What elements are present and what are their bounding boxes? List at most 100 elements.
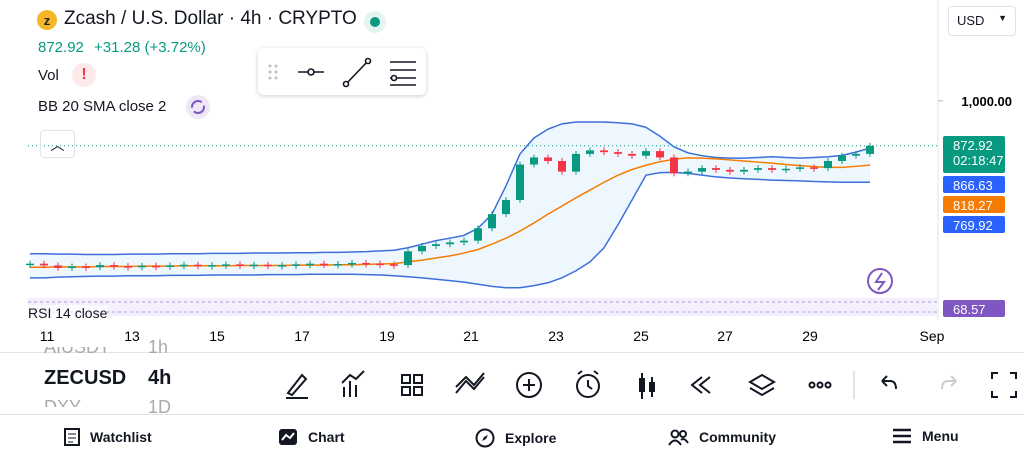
candle-body	[390, 264, 398, 266]
rsi-label: RSI 14 close	[28, 305, 108, 321]
symbol-list[interactable]: AIUSDT 1h ZECUSD 4h DXY 1D	[44, 337, 172, 417]
lower-band-tag: 769.92	[943, 215, 1005, 233]
candle-body	[96, 265, 104, 268]
indicators-icon[interactable]	[341, 370, 365, 397]
x-tick-label: 13	[124, 328, 140, 344]
candle-body	[796, 167, 804, 169]
draw-icon[interactable]	[286, 373, 308, 399]
currency: USD	[957, 13, 985, 28]
countdown: 02:18:47	[953, 152, 1004, 168]
nav-bar	[0, 414, 1024, 461]
rsi-pane	[28, 298, 938, 316]
x-tick-label: 23	[548, 328, 564, 344]
candle-body	[306, 263, 314, 266]
candle-body	[866, 145, 874, 154]
more-icon[interactable]	[808, 381, 816, 389]
rsi-tag: 68.57	[943, 300, 1005, 317]
bb-sync[interactable]	[186, 95, 210, 119]
candle-body	[544, 157, 552, 161]
candle-body	[698, 168, 706, 172]
x-tick-label: 25	[633, 328, 649, 344]
candle-body	[320, 263, 328, 266]
vol-warning[interactable]: !	[72, 63, 96, 87]
market-status[interactable]	[364, 11, 386, 33]
x-tick-label: 11	[40, 328, 55, 344]
layout-icon[interactable]	[401, 374, 411, 384]
candle-body	[68, 266, 76, 269]
last-price: 872.92	[38, 39, 84, 56]
x-tick-label: 29	[802, 328, 818, 344]
candle-body	[656, 151, 664, 158]
candle-body	[558, 161, 566, 172]
replay-icon[interactable]	[867, 268, 893, 294]
candle-body	[250, 264, 258, 267]
drawing-toolbar	[258, 48, 426, 95]
candle-body	[40, 263, 48, 266]
undo-icon[interactable]	[881, 375, 897, 390]
candle-body	[838, 155, 846, 161]
nav-label: Menu	[922, 428, 959, 444]
band-fill	[30, 122, 870, 288]
candle-body	[684, 171, 692, 174]
candle-body	[572, 153, 580, 172]
replay-icon[interactable]	[690, 376, 711, 394]
candle-body	[292, 264, 300, 266]
candle-body	[754, 168, 762, 170]
candle-body	[614, 152, 622, 154]
symbol: DXY	[44, 397, 82, 407]
chart: 1,000.00 11 13 15 17 19 21 23 25 27 29 Sep	[26, 0, 1012, 344]
tool-icons	[286, 370, 1017, 399]
candle-body	[278, 265, 286, 267]
candle-body	[110, 265, 118, 267]
symbol: ZECUSD	[44, 367, 127, 389]
templates-icon[interactable]	[455, 372, 485, 394]
y-tick-label: 1,000.00	[961, 94, 1012, 109]
candle-body	[460, 240, 468, 243]
candle-body	[712, 168, 720, 170]
redo-icon[interactable]	[941, 375, 957, 390]
candle-body	[824, 161, 832, 169]
candle-body	[810, 167, 818, 169]
nav-label: Watchlist	[90, 429, 152, 445]
price-tag: 872.92 02:18:47	[943, 135, 1005, 173]
candle-body	[82, 266, 90, 269]
candle-body	[488, 214, 496, 229]
candle-body	[376, 263, 384, 266]
candle-body	[446, 242, 454, 245]
alert-icon[interactable]	[576, 374, 600, 398]
candle-body	[138, 265, 146, 268]
nav-explore[interactable]: Explore	[475, 428, 556, 448]
nav-menu[interactable]: Menu	[892, 428, 959, 444]
nav-chart[interactable]: Chart	[278, 428, 345, 446]
candle-body	[432, 244, 440, 246]
candle-body	[726, 169, 734, 172]
nav-watchlist[interactable]: Watchlist	[64, 428, 152, 446]
x-tick-label: 17	[294, 328, 310, 344]
upper-band-tag: 866.63	[943, 175, 1005, 193]
candle-body	[152, 265, 160, 268]
candle-body	[628, 153, 636, 156]
bar-style-icon[interactable]	[639, 373, 655, 399]
nav-community[interactable]: Community	[667, 428, 776, 446]
candle-body	[768, 168, 776, 170]
band-line	[30, 171, 871, 289]
layers-icon[interactable]	[748, 373, 776, 397]
nav-label: Explore	[505, 430, 557, 446]
bb-label: BB 20 SMA close 2	[38, 98, 167, 115]
candle-body	[124, 266, 132, 268]
candle-body	[166, 265, 174, 267]
candle-body	[670, 157, 678, 174]
fullscreen-icon[interactable]	[991, 372, 1017, 398]
candle-body	[418, 245, 426, 252]
candle-body	[642, 151, 650, 156]
candle-body	[516, 164, 524, 200]
candle-body	[600, 150, 608, 153]
symbol: AIUSDT	[44, 347, 111, 357]
currency-select[interactable]: USD ▼	[948, 6, 1016, 36]
nav-label: Chart	[308, 429, 345, 445]
collapse-button[interactable]: ︿	[40, 130, 75, 158]
add-icon[interactable]	[516, 372, 542, 398]
bolt	[874, 272, 886, 291]
candle-body	[586, 150, 594, 154]
